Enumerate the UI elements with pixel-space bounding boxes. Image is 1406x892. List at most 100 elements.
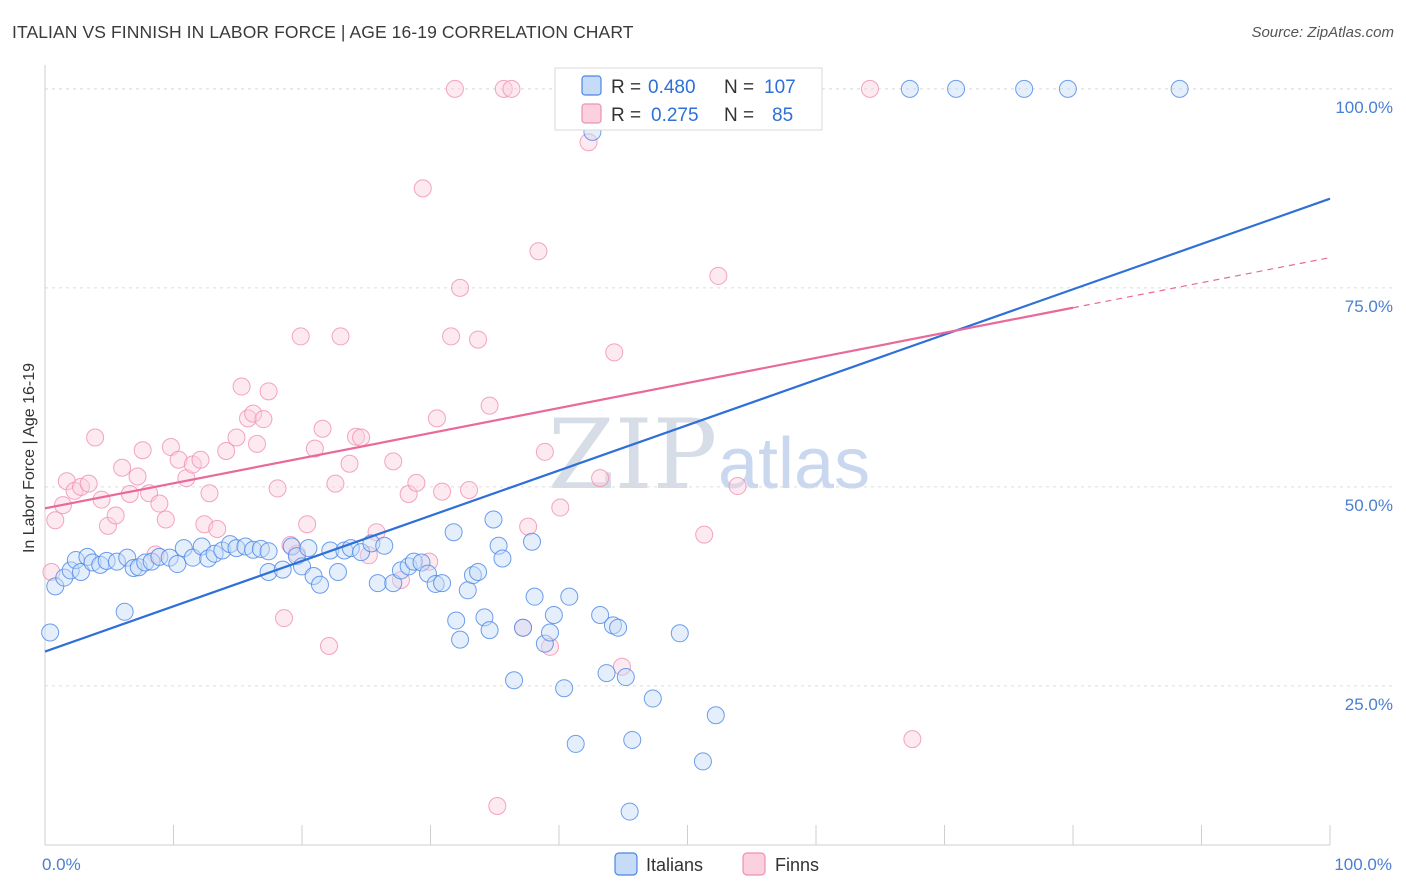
italians-point-57 [447, 611, 466, 630]
finns-point-7 [86, 428, 105, 447]
italians-point-9 [97, 551, 116, 570]
finns-point-46 [340, 454, 359, 473]
finns-point-20 [169, 450, 188, 469]
italians-point-70 [525, 587, 544, 606]
italians-point-43 [341, 539, 360, 558]
finns-point-72 [541, 637, 560, 656]
italians-legend-swatch [581, 75, 602, 96]
finns-point-78 [605, 343, 624, 362]
italians-point-87 [670, 624, 689, 643]
italians-point-29 [244, 540, 263, 559]
finns-trend-line [44, 306, 1074, 510]
finns-point-87 [903, 730, 922, 749]
italians-n-label: N = [724, 77, 754, 98]
finns-point-63 [469, 330, 488, 349]
finns-point-67 [502, 79, 521, 98]
chart-title: ITALIAN VS FINNISH IN LABOR FORCE | AGE … [12, 22, 634, 42]
italians-point-60 [463, 566, 482, 585]
finns-point-27 [217, 442, 236, 461]
y-tick-labels: 25.0% 50.0% 75.0% 100.0% [1335, 98, 1393, 714]
finns-point-79 [612, 657, 631, 676]
italians-point-95 [1015, 79, 1034, 98]
y-tick-label-50: 50.0% [1345, 496, 1393, 515]
watermark-atlas: atlas [718, 424, 870, 504]
italians-point-58 [451, 630, 470, 649]
watermark-zip: ZIP [548, 399, 717, 511]
finns-point-31 [244, 404, 263, 423]
italians-point-64 [484, 510, 503, 529]
italians-point-12 [118, 548, 137, 567]
finns-point-9 [98, 516, 117, 535]
finns-n-label: N = [724, 105, 754, 126]
italians-series-label: Italians [646, 855, 703, 875]
finns-point-75 [579, 133, 598, 152]
finns-r-label: R = [611, 105, 641, 126]
italians-point-46 [368, 574, 387, 593]
finns-point-39 [291, 327, 310, 346]
italians-point-61 [469, 563, 488, 581]
italians-point-76 [566, 734, 585, 753]
finns-point-77 [591, 469, 610, 488]
finns-point-1 [46, 511, 65, 530]
italians-point-51 [404, 552, 423, 571]
italians-point-75 [560, 587, 579, 606]
italians-point-31 [259, 542, 278, 561]
finns-point-17 [150, 494, 169, 513]
italians-point-13 [124, 559, 143, 578]
italians-point-74 [555, 679, 574, 698]
italians-point-56 [444, 523, 463, 542]
italians-point-85 [643, 689, 662, 708]
correlation-legend: R = 0.480 N = 107 R = 0.275 N = 85 [554, 67, 823, 131]
finns-point-44 [326, 474, 345, 493]
italians-points [41, 79, 1189, 821]
finns-point-33 [254, 410, 273, 429]
finns-point-41 [305, 439, 324, 458]
y-axis-title: In Labor Force | Age 16-19 [21, 363, 38, 553]
finns-point-40 [298, 515, 317, 534]
finns-trend-line-extension [1072, 257, 1331, 309]
finns-point-34 [259, 382, 278, 401]
finns-point-51 [384, 452, 403, 471]
italians-point-78 [591, 605, 610, 624]
finns-point-45 [331, 327, 350, 346]
italians-r-value: 0.480 [648, 77, 696, 98]
italians-point-55 [433, 574, 452, 593]
italians-point-17 [150, 547, 169, 566]
finns-point-73 [551, 498, 570, 517]
italians-point-20 [174, 539, 193, 558]
finns-point-10 [106, 506, 125, 525]
italians-n-value: 107 [764, 77, 796, 98]
italians-point-41 [328, 563, 347, 581]
finns-point-83 [709, 266, 728, 285]
italians-point-96 [1058, 79, 1077, 98]
italians-point-18 [160, 548, 179, 567]
finns-point-71 [535, 442, 554, 461]
finns-point-86 [860, 79, 879, 98]
italians-point-81 [609, 618, 628, 637]
italians-point-94 [947, 79, 966, 98]
y-tick-label-75: 75.0% [1345, 297, 1393, 316]
finns-point-23 [191, 450, 210, 469]
finns-point-59 [445, 79, 464, 98]
axes [44, 65, 1331, 846]
italians-point-53 [418, 564, 437, 583]
x-tick-label-min: 0.0% [42, 855, 81, 874]
italians-point-47 [375, 536, 394, 555]
finns-point-84 [728, 477, 747, 496]
italians-point-66 [493, 549, 512, 568]
y-tick-label-100: 100.0% [1335, 98, 1393, 117]
italians-point-97 [1170, 79, 1189, 98]
finns-point-26 [208, 520, 227, 539]
italians-point-39 [310, 575, 329, 594]
finns-r-value: 0.275 [651, 105, 699, 126]
italians-point-2 [55, 568, 74, 587]
finns-point-28 [227, 428, 246, 447]
finns-point-58 [433, 482, 452, 501]
finns-point-64 [480, 396, 499, 415]
finns-point-14 [133, 441, 152, 460]
italians-point-54 [426, 574, 445, 593]
series-legend: Italians Finns [614, 852, 819, 876]
finns-series-swatch [742, 852, 766, 876]
italians-point-37 [299, 539, 318, 558]
